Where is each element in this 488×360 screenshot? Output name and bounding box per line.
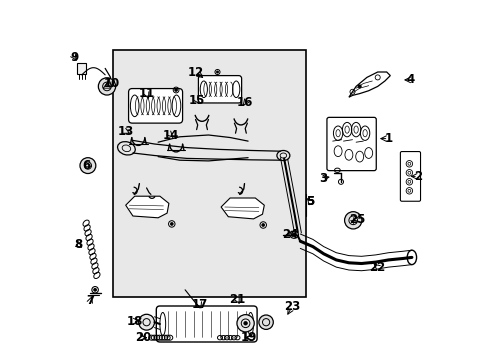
Text: 10: 10 (103, 77, 120, 90)
Text: 20: 20 (135, 331, 151, 344)
Text: 2: 2 (413, 170, 421, 183)
Text: 17: 17 (191, 298, 207, 311)
Ellipse shape (170, 222, 173, 225)
Bar (113, 50, 305, 297)
Ellipse shape (344, 212, 361, 229)
Ellipse shape (261, 224, 264, 226)
Text: 21: 21 (229, 293, 245, 306)
Ellipse shape (139, 314, 154, 330)
Text: 18: 18 (126, 315, 143, 328)
Ellipse shape (216, 71, 218, 73)
Text: 16: 16 (237, 96, 253, 109)
Polygon shape (125, 196, 168, 218)
Ellipse shape (258, 315, 273, 329)
Ellipse shape (98, 78, 115, 95)
FancyBboxPatch shape (326, 117, 375, 171)
Text: 3: 3 (318, 172, 326, 185)
Text: 4: 4 (406, 73, 414, 86)
Polygon shape (348, 72, 389, 97)
Text: 19: 19 (240, 331, 257, 344)
FancyBboxPatch shape (400, 152, 420, 201)
Text: 13: 13 (117, 125, 134, 138)
Ellipse shape (237, 315, 254, 332)
Text: 12: 12 (187, 66, 203, 78)
Text: 6: 6 (82, 159, 90, 172)
Ellipse shape (292, 233, 295, 237)
Ellipse shape (244, 321, 247, 325)
Text: 7: 7 (86, 294, 94, 307)
Ellipse shape (174, 89, 177, 91)
Text: 15: 15 (188, 94, 205, 107)
Text: 8: 8 (74, 238, 82, 251)
FancyBboxPatch shape (156, 306, 257, 342)
Bar (77, 63, 86, 74)
Ellipse shape (358, 85, 361, 88)
Text: 5: 5 (305, 195, 313, 208)
FancyBboxPatch shape (198, 76, 241, 103)
Text: 9: 9 (70, 51, 79, 64)
Text: 11: 11 (138, 87, 154, 100)
Text: 22: 22 (369, 261, 385, 274)
FancyBboxPatch shape (128, 89, 182, 123)
Text: 25: 25 (348, 213, 364, 226)
Ellipse shape (94, 288, 96, 291)
Text: 5: 5 (305, 195, 313, 208)
Text: 24: 24 (282, 228, 298, 240)
Text: 23: 23 (284, 300, 300, 313)
Ellipse shape (80, 158, 96, 174)
Polygon shape (221, 198, 264, 219)
Text: 1: 1 (384, 132, 392, 145)
Text: 14: 14 (162, 129, 179, 141)
